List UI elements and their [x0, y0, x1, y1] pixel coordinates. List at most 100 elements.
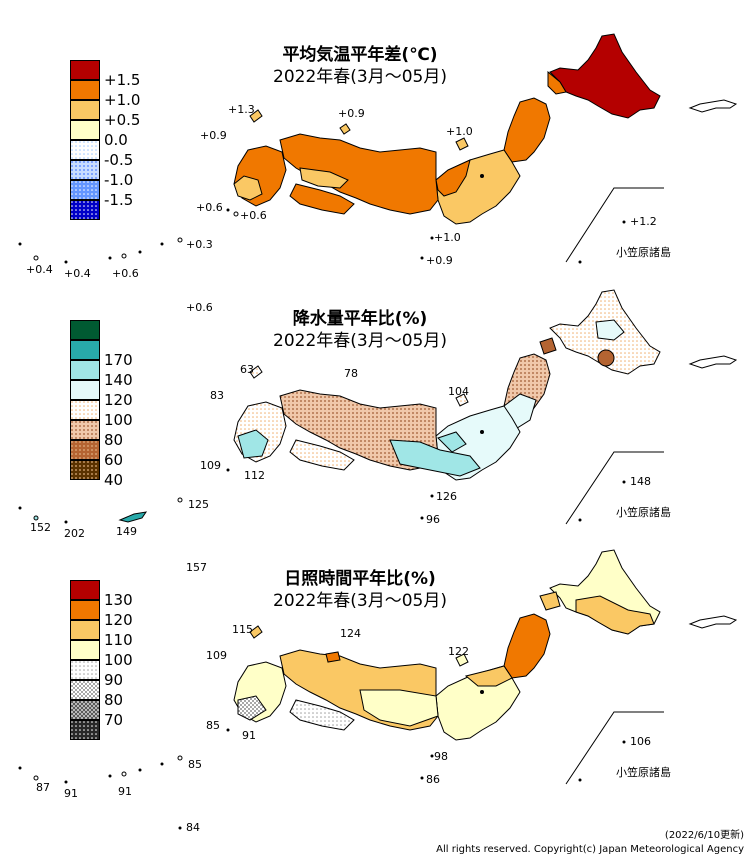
legend-label: 40	[104, 471, 124, 489]
station-label: 91	[242, 729, 256, 742]
legend-swatch	[70, 160, 100, 180]
station-label: 98	[434, 750, 448, 763]
legend-swatch	[70, 80, 100, 100]
station-label: 112	[244, 469, 265, 482]
station-label: 104	[448, 385, 469, 398]
copyright-notice: All rights reserved. Copyright(c) Japan …	[436, 844, 744, 855]
station-label: 109	[206, 649, 227, 662]
panel-period: 2022年春(3月～05月)	[273, 331, 447, 351]
station-label: +0.6	[112, 267, 139, 280]
station-label: 202	[64, 527, 85, 540]
shikoku-region	[289, 439, 355, 471]
legend-label: -0.5	[104, 151, 134, 169]
legend-label: 140	[104, 371, 133, 389]
station-label: 124	[340, 627, 361, 640]
sunshine-map	[18, 549, 738, 830]
panel-period: 2022年春(3月～05月)	[273, 591, 447, 611]
station-label: +0.6	[240, 209, 267, 222]
station-label: +0.4	[64, 267, 91, 280]
legend-swatch	[70, 120, 100, 140]
shikoku-region	[289, 183, 355, 215]
legend-label: 90	[104, 671, 124, 689]
station-label: 126	[436, 490, 457, 503]
station-label: 85	[188, 758, 202, 771]
legend-label: 170	[104, 351, 133, 369]
legend-swatch	[70, 340, 100, 360]
station-label: 86	[426, 773, 440, 786]
ogasawara-inset-frame	[565, 451, 664, 525]
station-label: 63	[240, 363, 254, 376]
legend-swatch	[70, 580, 100, 600]
ogasawara-inset-frame	[565, 711, 664, 785]
station-label: +1.0	[434, 231, 461, 244]
sunshine-panel: 日照時間平年比(%) 2022年春(3月～05月) 130 120 110 100 90…	[0, 540, 750, 834]
legend-label: 100	[104, 411, 133, 429]
station-label: 109	[200, 459, 221, 472]
legend-label: +0.5	[104, 111, 141, 129]
panel-title: 降水量平年比(%)	[292, 309, 428, 329]
legend-label: +1.0	[104, 91, 141, 109]
legend-label: 80	[104, 431, 124, 449]
legend-swatch	[70, 680, 100, 700]
legend-label: 100	[104, 651, 133, 669]
legend-label: 70	[104, 711, 124, 729]
station-label: +0.9	[338, 107, 365, 120]
legend-swatch	[70, 180, 100, 200]
legend-label: 60	[104, 451, 124, 469]
ogasawara-label: 小笠原諸島	[616, 506, 671, 519]
hokkaido-region	[549, 33, 661, 119]
legend-swatch	[70, 620, 100, 640]
legend-swatch	[70, 420, 100, 440]
legend-swatch	[70, 320, 100, 340]
station-label: 122	[448, 645, 469, 658]
station-label: +1.2	[630, 215, 657, 228]
station-label: +0.9	[426, 254, 453, 267]
temperature-map	[18, 33, 738, 264]
shikoku-region	[289, 699, 355, 731]
station-label: +1.3	[228, 103, 255, 116]
station-label: 83	[210, 389, 224, 402]
legend-swatch	[70, 100, 100, 120]
temperature-panel: 平均気温平年差(℃) 2022年春(3月～05月) +1.5 +1.0 +0.5 0.…	[0, 0, 750, 314]
legend-label: 0.0	[104, 131, 128, 149]
station-label: +0.4	[26, 263, 53, 276]
legend-label: 120	[104, 391, 133, 409]
panel-title: 日照時間平年比(%)	[284, 569, 436, 589]
legend-swatch	[70, 460, 100, 480]
station-label: +0.6	[186, 301, 213, 314]
station-label: 91	[118, 785, 132, 798]
ogasawara-label: 小笠原諸島	[616, 766, 671, 779]
legend-swatch	[70, 380, 100, 400]
legend-swatch	[70, 140, 100, 160]
legend-swatch	[70, 200, 100, 220]
legend-label: +1.5	[104, 71, 141, 89]
legend-label: 110	[104, 631, 133, 649]
station-label: 115	[232, 623, 253, 636]
legend-swatch	[70, 660, 100, 680]
legend-swatch	[70, 700, 100, 720]
ogasawara-label: 小笠原諸島	[616, 246, 671, 259]
station-label: 125	[188, 498, 209, 511]
precipitation-panel: 降水量平年比(%) 2022年春(3月～05月) 170 140 120 100 80 6…	[0, 280, 750, 574]
legend-label: 120	[104, 611, 133, 629]
legend-swatch	[70, 720, 100, 740]
station-label: 106	[630, 735, 651, 748]
legend-swatch	[70, 600, 100, 620]
station-label: 148	[630, 475, 651, 488]
legend-label: -1.5	[104, 191, 134, 209]
station-label: +0.3	[186, 238, 213, 251]
legend-swatch	[70, 440, 100, 460]
station-label: 149	[116, 525, 137, 538]
legend-label: 80	[104, 691, 124, 709]
panel-title: 平均気温平年差(℃)	[282, 45, 438, 65]
panel-period: 2022年春(3月～05月)	[273, 67, 447, 87]
legend-label: 130	[104, 591, 133, 609]
tohoku-region	[503, 613, 551, 679]
legend-swatch	[70, 360, 100, 380]
ogasawara-inset-frame	[565, 187, 664, 263]
legend-swatch	[70, 60, 100, 80]
station-label: 85	[206, 719, 220, 732]
station-label: +1.0	[446, 125, 473, 138]
station-label: +0.9	[200, 129, 227, 142]
station-label: 87	[36, 781, 50, 794]
